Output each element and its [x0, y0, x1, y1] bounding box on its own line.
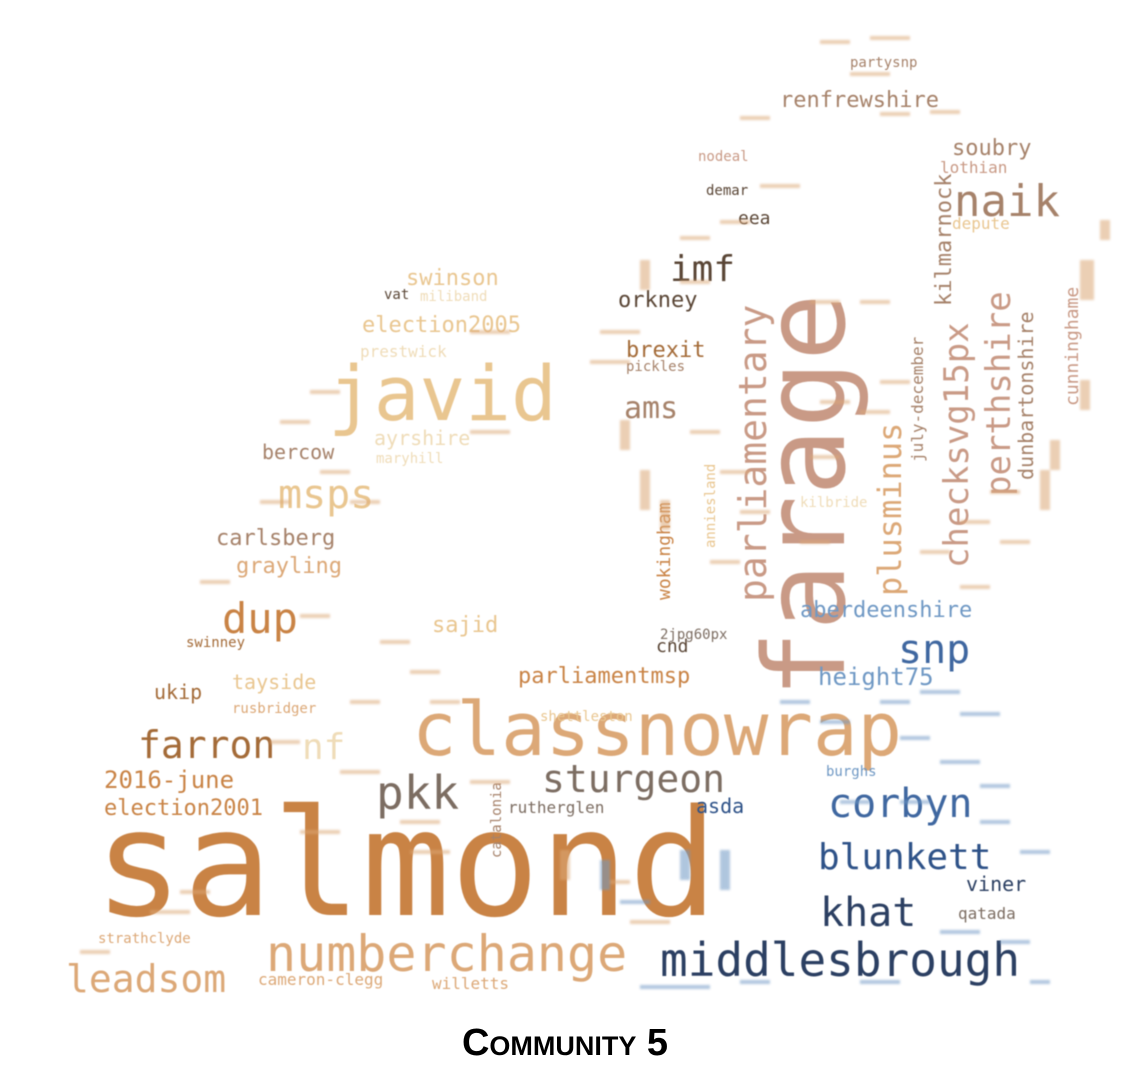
caption: Community 5 — [461, 1022, 669, 1064]
word: ayrshire — [374, 426, 471, 450]
word: election2001 — [104, 796, 263, 821]
word: demar — [706, 183, 749, 199]
word: javid — [328, 349, 557, 438]
word: carlsberg — [216, 526, 336, 551]
word: naik — [954, 176, 1060, 227]
word: strathclyde — [98, 931, 191, 947]
word: swinson — [406, 266, 499, 291]
word: salmond — [94, 778, 718, 950]
word: aberdeenshire — [800, 598, 973, 623]
word: 2jpg60px — [660, 627, 728, 643]
word: tayside — [232, 670, 317, 694]
word: renfrewshire — [780, 88, 939, 113]
word: classnowrap — [412, 687, 903, 773]
word: kilbride — [800, 495, 868, 511]
word: msps — [278, 472, 375, 518]
word: farron — [138, 723, 276, 767]
word: pickles — [626, 359, 686, 375]
word: vat — [384, 287, 410, 303]
word: height75 — [818, 663, 934, 691]
word: numberchange — [266, 925, 628, 983]
word: swinney — [186, 635, 246, 651]
word: parliamentmsp — [518, 664, 691, 689]
word: blunkett — [818, 837, 992, 878]
word: asda — [696, 794, 745, 818]
word: brexit — [626, 338, 706, 363]
word: 2016-june — [104, 766, 235, 794]
word: bercow — [262, 440, 335, 464]
word: middlesbrough — [660, 933, 1021, 987]
word: depute — [952, 214, 1010, 233]
word: willetts — [432, 974, 510, 993]
word: rutherglen — [508, 798, 605, 817]
word: cameron-clegg — [258, 970, 384, 989]
word: rusbridger — [232, 701, 317, 717]
word: snp — [898, 627, 971, 673]
word: cnd — [656, 636, 689, 657]
word: qatada — [958, 904, 1016, 923]
word: prestwick — [360, 342, 447, 361]
word: sajid — [432, 613, 499, 638]
filler-words — [80, 36, 1110, 989]
word: leadsom — [66, 957, 227, 1001]
word: soubry — [952, 136, 1032, 161]
word: burghs — [826, 764, 877, 780]
word: viner — [966, 872, 1027, 896]
word: ams — [624, 391, 679, 426]
word: orkney — [618, 288, 698, 313]
word: dup — [222, 594, 298, 643]
word: pkk — [376, 766, 460, 820]
word: shettleston — [540, 709, 633, 725]
word: nodeal — [698, 149, 749, 165]
word: khat — [820, 890, 917, 936]
word: partysnp — [850, 55, 918, 71]
word: ukip — [154, 680, 203, 704]
word: lothian — [940, 158, 1008, 177]
word: sturgeon — [542, 757, 726, 801]
word-cloud: salmond farage classnowrap javid numberc… — [66, 36, 1110, 1001]
word: maryhill — [376, 451, 444, 467]
word: grayling — [236, 554, 342, 579]
word: miliband — [420, 289, 488, 305]
word: nf — [302, 727, 346, 768]
